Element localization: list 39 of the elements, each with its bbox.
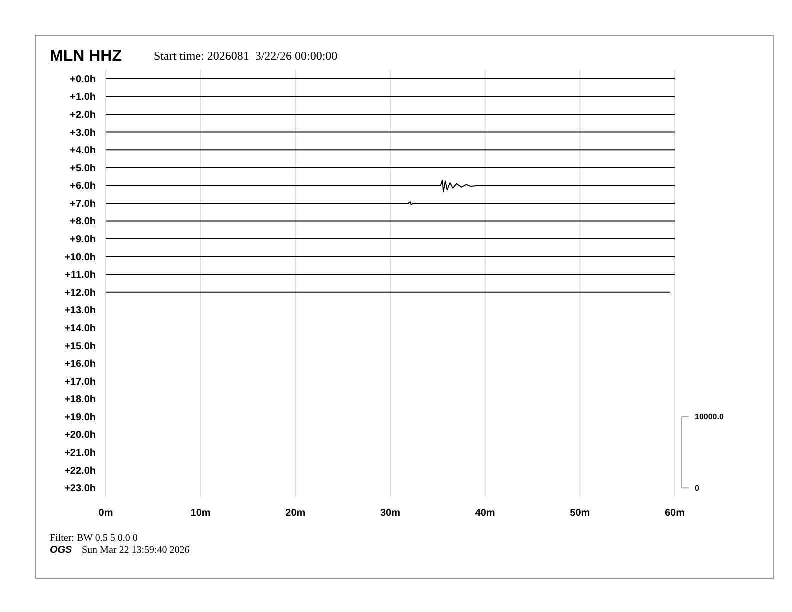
line-series bbox=[106, 180, 676, 192]
x-tick-label: 30m bbox=[380, 508, 401, 519]
y-tick-label: +10.0h bbox=[64, 252, 96, 264]
y-tick-label: +3.0h bbox=[70, 128, 96, 139]
y-tick-label: +11.0h bbox=[65, 270, 96, 282]
y-tick-label: +13.0h bbox=[64, 306, 96, 317]
text: Filter: BW 0.5 5 0.0 0 bbox=[50, 533, 138, 544]
y-tick-label: +9.0h bbox=[70, 234, 96, 246]
y-tick-label: +2.0h bbox=[70, 110, 96, 121]
y-tick-label: +23.0h bbox=[64, 484, 96, 495]
y-tick-label: +1.0h bbox=[70, 92, 96, 104]
y-tick-label: +17.0h bbox=[64, 376, 96, 388]
y-tick-label: +14.0h bbox=[64, 323, 96, 334]
chart-subtitle: Start time: 2026081 3/22/26 00:00:00 bbox=[154, 49, 338, 63]
y2-tick-label: 0 bbox=[695, 484, 700, 493]
y-tick-label: +6.0h bbox=[70, 181, 96, 192]
y-tick-label: +12.0h bbox=[64, 288, 96, 299]
x-tick-label: 60m bbox=[664, 508, 686, 519]
y-tick-label: +4.0h bbox=[70, 146, 96, 157]
x-tick-label: 20m bbox=[286, 508, 306, 519]
x-tick-label: 10m bbox=[190, 508, 211, 519]
x-tick-label: 50m bbox=[570, 508, 590, 519]
text: Sun Mar 22 13:59:40 2026 bbox=[82, 545, 190, 556]
x-tick-label: 40m bbox=[475, 508, 496, 519]
y-tick-label: +21.0h bbox=[64, 448, 96, 460]
y-tick-label: +15.0h bbox=[64, 341, 96, 352]
text: OGS bbox=[50, 545, 73, 556]
y-tick-label: +8.0h bbox=[70, 216, 96, 228]
y-tick-label: +0.0h bbox=[70, 74, 96, 86]
y-tick-label: +16.0h bbox=[64, 359, 96, 370]
chart-title: MLN HHZ bbox=[50, 48, 122, 65]
y-tick-label: +5.0h bbox=[70, 163, 96, 174]
y-tick-label: +19.0h bbox=[64, 412, 96, 424]
y2-tick-label: 10000.0 bbox=[695, 412, 724, 422]
y-tick-label: +20.0h bbox=[64, 430, 96, 442]
x-tick-label: 0m bbox=[98, 508, 114, 519]
y-tick-label: +22.0h bbox=[64, 466, 96, 477]
y-tick-label: +7.0h bbox=[70, 198, 96, 210]
y-tick-label: +18.0h bbox=[64, 394, 96, 406]
